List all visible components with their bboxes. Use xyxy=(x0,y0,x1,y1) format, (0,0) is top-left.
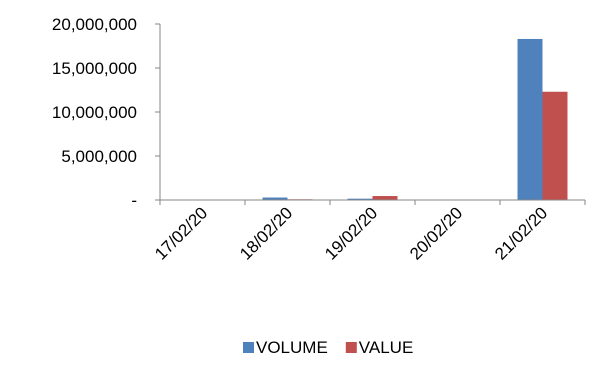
y-tick-label: 15,000,000 xyxy=(52,59,137,78)
bar-value-2 xyxy=(372,196,398,200)
bars xyxy=(262,38,568,201)
x-axis-tick-labels: 17/02/20 18/02/20 19/02/20 20/02/20 21/02/20 xyxy=(151,203,551,263)
x-tick-label: 18/02/20 xyxy=(236,203,296,263)
bar-value-4 xyxy=(542,91,568,200)
legend-swatch-volume xyxy=(243,342,254,353)
legend-label-value: VALUE xyxy=(359,338,414,357)
legend: VOLUME VALUE xyxy=(243,338,413,357)
bar-volume-2 xyxy=(347,198,373,200)
bar-volume-4 xyxy=(517,38,543,201)
y-tick-label: 5,000,000 xyxy=(61,147,137,166)
bar-volume-1 xyxy=(262,197,288,200)
x-tick-label: 20/02/20 xyxy=(406,203,466,263)
y-tick-label: 20,000,000 xyxy=(52,15,137,34)
y-tick-label: - xyxy=(131,191,137,210)
legend-swatch-value xyxy=(345,342,357,353)
x-tick-label: 21/02/20 xyxy=(491,203,551,263)
x-tick-label: 17/02/20 xyxy=(151,203,211,263)
y-tick-label: 10,000,000 xyxy=(52,103,137,122)
legend-label-volume: VOLUME xyxy=(256,338,328,357)
axes xyxy=(155,23,586,205)
x-tick-label: 19/02/20 xyxy=(321,203,381,263)
y-axis-tick-labels: - 5,000,000 10,000,000 15,000,000 20,000,000 xyxy=(52,15,137,210)
